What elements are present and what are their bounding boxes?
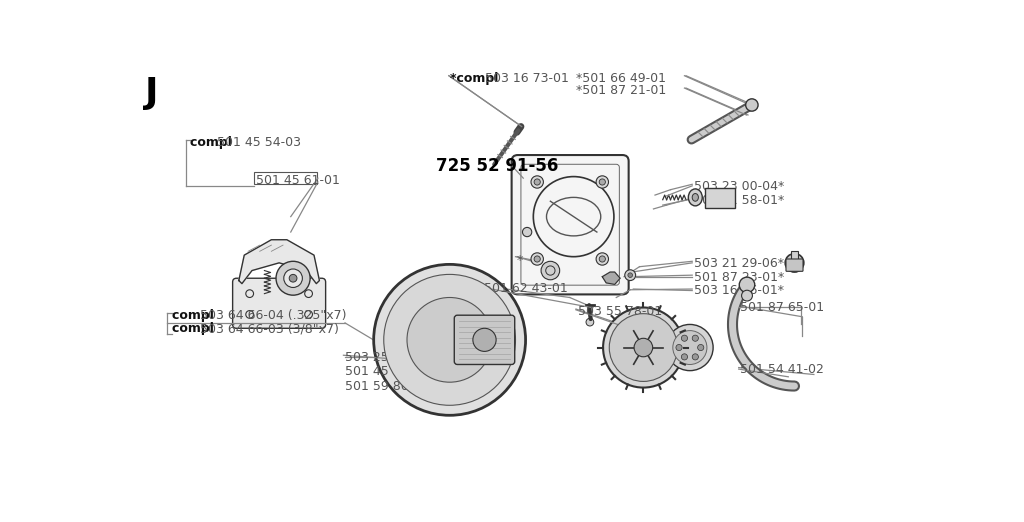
Text: 503 16 66-01*: 503 16 66-01* xyxy=(693,284,783,298)
Text: compl: compl xyxy=(190,136,237,149)
Text: 501 87 23-01*: 501 87 23-01* xyxy=(693,270,784,283)
Circle shape xyxy=(535,179,541,185)
Circle shape xyxy=(692,335,698,341)
Circle shape xyxy=(667,325,713,371)
Circle shape xyxy=(407,298,493,382)
Circle shape xyxy=(609,314,678,382)
Circle shape xyxy=(531,176,544,188)
Circle shape xyxy=(676,345,682,351)
Text: J: J xyxy=(145,77,159,111)
Text: 501 45 54-03: 501 45 54-03 xyxy=(217,136,301,149)
Circle shape xyxy=(785,254,804,272)
Circle shape xyxy=(596,176,608,188)
Text: 501 45 74-02 (.325"x7): 501 45 74-02 (.325"x7) xyxy=(345,365,492,378)
Circle shape xyxy=(741,290,753,301)
Circle shape xyxy=(531,253,544,265)
Circle shape xyxy=(522,228,531,236)
Text: *: * xyxy=(517,254,523,267)
Text: *501 66 49-01: *501 66 49-01 xyxy=(575,72,666,85)
Circle shape xyxy=(586,318,594,326)
FancyBboxPatch shape xyxy=(512,155,629,294)
Text: 501 54 41-02: 501 54 41-02 xyxy=(740,363,824,376)
Circle shape xyxy=(681,335,687,341)
FancyBboxPatch shape xyxy=(786,259,803,271)
Circle shape xyxy=(681,354,687,360)
Polygon shape xyxy=(602,272,621,284)
Circle shape xyxy=(284,269,302,288)
Circle shape xyxy=(384,275,515,405)
FancyBboxPatch shape xyxy=(232,278,326,328)
Circle shape xyxy=(628,273,633,278)
Bar xyxy=(254,172,317,184)
Ellipse shape xyxy=(692,194,698,201)
Circle shape xyxy=(634,338,652,357)
Text: 501 45 61-01: 501 45 61-01 xyxy=(256,174,340,187)
FancyBboxPatch shape xyxy=(455,315,515,364)
Bar xyxy=(706,188,735,208)
Circle shape xyxy=(692,354,698,360)
Text: 503 64 66-04 (.325"x7): 503 64 66-04 (.325"x7) xyxy=(200,309,346,322)
Text: compl: compl xyxy=(172,322,218,335)
Text: *501 87 21-01: *501 87 21-01 xyxy=(575,84,667,97)
Text: 503 21 29-06*: 503 21 29-06* xyxy=(693,257,783,270)
Text: compl: compl xyxy=(172,309,218,322)
Text: 503 16 73-01: 503 16 73-01 xyxy=(485,72,569,85)
Text: *compl: *compl xyxy=(451,72,503,85)
Circle shape xyxy=(739,277,755,292)
Circle shape xyxy=(374,264,525,416)
Circle shape xyxy=(541,262,560,280)
Text: 503 55 78-01: 503 55 78-01 xyxy=(578,305,662,318)
Circle shape xyxy=(599,179,605,185)
Circle shape xyxy=(596,253,608,265)
Text: 725 52 91-56: 725 52 91-56 xyxy=(435,157,558,174)
Circle shape xyxy=(289,275,297,282)
Ellipse shape xyxy=(688,189,702,206)
Circle shape xyxy=(603,307,684,387)
Bar xyxy=(791,251,799,263)
Text: 501 61 58-01*: 501 61 58-01* xyxy=(693,194,784,207)
Circle shape xyxy=(673,330,707,364)
Circle shape xyxy=(697,345,703,351)
Text: 503 64 66-03 (3/8"x7): 503 64 66-03 (3/8"x7) xyxy=(200,322,339,335)
Polygon shape xyxy=(239,240,319,283)
Text: 501 62 43-01: 501 62 43-01 xyxy=(484,282,568,295)
Circle shape xyxy=(535,256,541,262)
Text: 503 25 34-01: 503 25 34-01 xyxy=(345,351,429,364)
Circle shape xyxy=(599,256,605,262)
Circle shape xyxy=(276,262,310,295)
Circle shape xyxy=(625,270,636,280)
Circle shape xyxy=(473,328,496,351)
Text: 503 23 00-04*: 503 23 00-04* xyxy=(693,180,784,193)
Circle shape xyxy=(745,99,758,111)
Text: 501 87 65-01: 501 87 65-01 xyxy=(740,301,824,314)
Text: 501 59 80-02 (3/8"x7): 501 59 80-02 (3/8"x7) xyxy=(345,379,484,392)
